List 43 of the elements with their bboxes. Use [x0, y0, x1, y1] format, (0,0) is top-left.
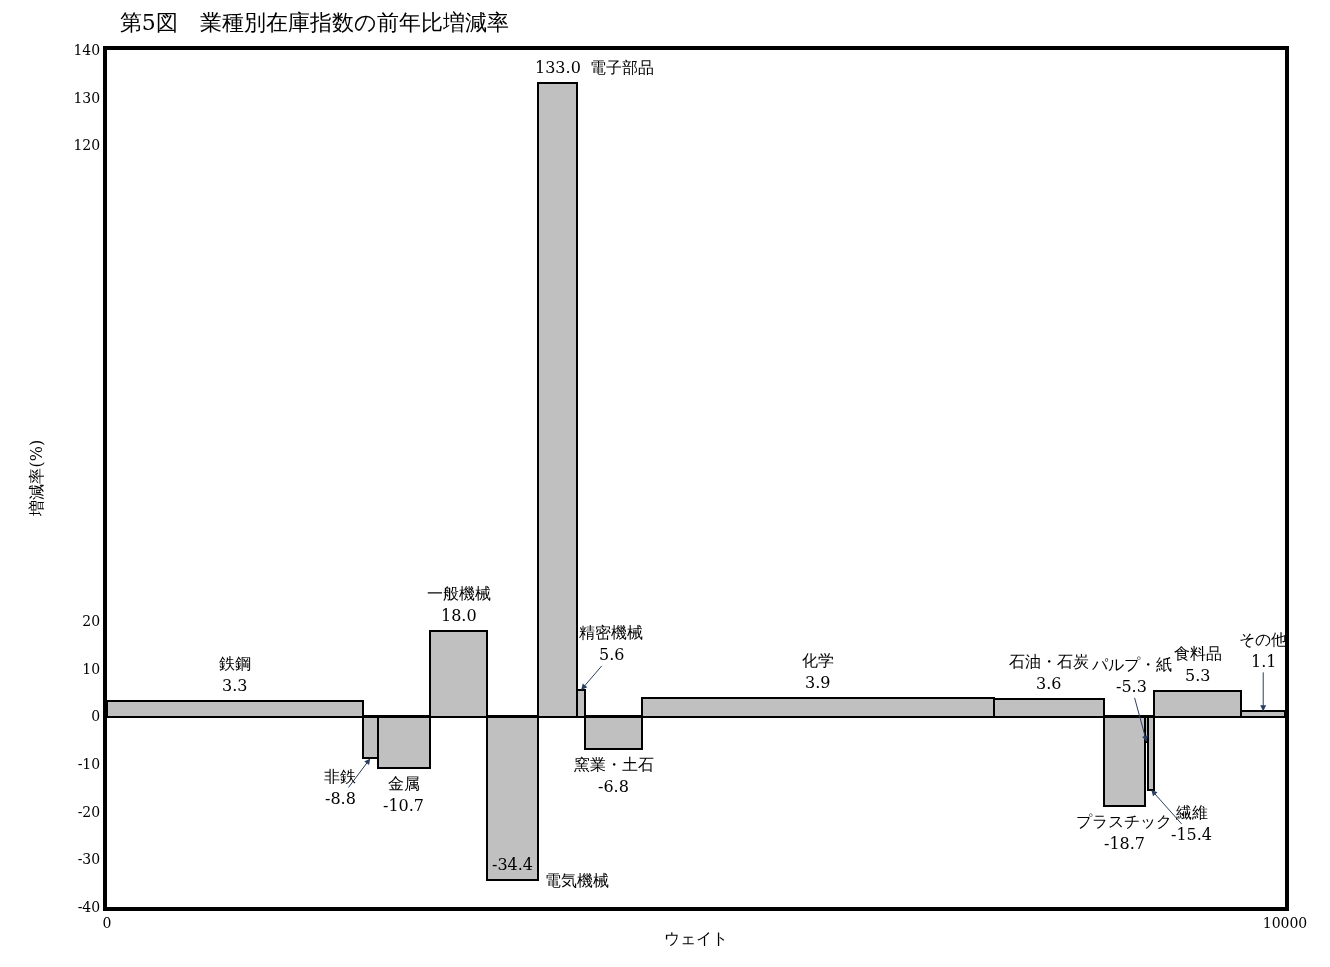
data-label: 133.0 — [535, 58, 581, 77]
y-tick-label: 130 — [73, 89, 101, 106]
category-label: 繊維 — [1176, 803, 1208, 822]
data-label: -8.8 — [325, 789, 356, 808]
category-label: 金属 — [388, 774, 420, 793]
chart-title: 第5図 業種別在庫指数の前年比増減率 — [119, 9, 509, 35]
data-label: -15.4 — [1171, 825, 1213, 844]
category-label: 電子部品 — [590, 58, 654, 77]
x-axis-title: ウェイト — [664, 929, 728, 948]
data-label: -5.3 — [1116, 677, 1147, 696]
y-tick-label: -30 — [77, 851, 101, 868]
y-tick-label: 20 — [82, 613, 101, 630]
category-label: 石油・石炭 — [1009, 652, 1089, 671]
category-label: 精密機械 — [579, 623, 643, 642]
y-axis-title: 増減率(%) — [26, 439, 46, 517]
data-label: 3.3 — [222, 676, 248, 695]
data-label: -10.7 — [383, 796, 425, 815]
y-tick-label: 10 — [82, 660, 101, 677]
category-label: 窯業・土石 — [574, 755, 654, 774]
y-tick-label: 0 — [91, 708, 101, 725]
x-tick-label: 10000 — [1262, 914, 1308, 931]
category-label: 非鉄 — [324, 767, 356, 786]
data-label: 5.3 — [1185, 666, 1211, 685]
category-label: 食料品 — [1174, 644, 1222, 663]
category-label: プラスチック — [1076, 812, 1172, 831]
data-label: 5.6 — [599, 645, 625, 664]
data-label: -34.4 — [492, 855, 534, 874]
data-label: -18.7 — [1104, 834, 1146, 853]
category-label: パルプ・紙 — [1092, 655, 1172, 674]
y-tick-label: 120 — [73, 137, 101, 154]
category-label: 一般機械 — [427, 584, 491, 603]
data-label: 18.0 — [441, 606, 477, 625]
category-label: 鉄鋼 — [219, 654, 251, 673]
y-tick-label: 140 — [73, 41, 101, 58]
y-tick-label: -20 — [77, 803, 101, 820]
data-label: 3.6 — [1036, 674, 1062, 693]
category-label: 化学 — [802, 651, 834, 670]
data-label: -6.8 — [598, 777, 629, 796]
data-label: 3.9 — [805, 673, 831, 692]
data-label: 1.1 — [1251, 652, 1277, 671]
y-tick-label: -10 — [77, 756, 101, 773]
y-tick-label: -40 — [77, 898, 101, 915]
category-label: 電気機械 — [545, 871, 609, 890]
